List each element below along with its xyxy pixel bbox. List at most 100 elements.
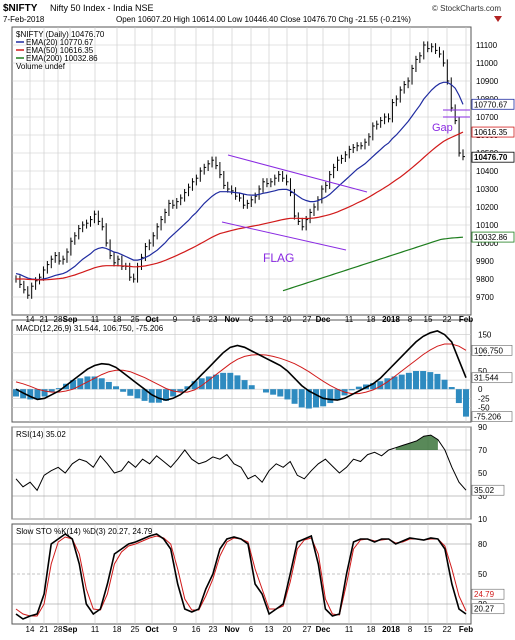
x-tick-label: 28: [54, 625, 63, 634]
price-tag: 10032.86: [474, 233, 508, 242]
ema50-line: [16, 131, 464, 281]
price-tick-label: 9800: [476, 275, 494, 284]
macd-histogram-bar: [84, 376, 91, 390]
x-tick-label: 11: [345, 625, 354, 634]
macd-histogram-bar: [441, 379, 448, 390]
x-tick-label: 16: [192, 315, 201, 324]
price-tick-label: 11000: [476, 59, 498, 68]
x-tick-label: 25: [131, 625, 140, 634]
macd-histogram-bar: [313, 389, 319, 408]
macd-histogram-bar: [234, 375, 241, 390]
macd-histogram-bar: [270, 389, 277, 395]
x-tick-label: 6: [249, 625, 254, 634]
macd-histogram-bar: [377, 381, 384, 390]
x-tick-label: 18: [113, 625, 122, 634]
flag-lower-line: [221, 221, 347, 251]
price-tick-label: 10200: [476, 203, 499, 212]
macd-histogram-bar: [98, 378, 105, 390]
x-tick-label: 14: [26, 315, 35, 324]
macd-histogram-bar: [163, 389, 169, 401]
x-tick-label: 18: [367, 625, 376, 634]
macd-histogram-bar: [177, 389, 184, 392]
macd-histogram-bar: [227, 372, 234, 390]
rsi-overbought-fill: [395, 435, 438, 450]
instrument-name: Nifty 50 Index - India NSE: [50, 3, 154, 13]
x-tick-label: Oct: [145, 315, 159, 324]
macd-signal-line: [15, 343, 467, 395]
x-tick-label: 8: [408, 625, 413, 634]
macd-histogram-bar: [13, 389, 19, 397]
x-tick-label: 23: [209, 625, 218, 634]
macd-title: MACD(12,26,9) 31.544, 106.750, -75.206: [16, 324, 164, 333]
x-tick-label: Feb: [459, 315, 473, 324]
x-tick-label: 20: [283, 625, 292, 634]
price-panel: [15, 41, 465, 299]
x-tick-label: 21: [40, 315, 49, 324]
macd-histogram-bar: [134, 389, 141, 399]
macd-tag-box: [471, 345, 513, 356]
x-tick-label: 20: [283, 315, 292, 324]
macd-histogram-bar: [427, 372, 434, 390]
price-tick-label: 10400: [476, 167, 499, 176]
macd-histogram-bar: [34, 389, 41, 400]
macd-panel: [13, 330, 469, 417]
macd-histogram-bar: [241, 380, 248, 390]
macd-tag: 31.544: [474, 374, 499, 383]
legend-ema200: EMA(200) 10032.86: [26, 54, 98, 63]
price-tag-box: [471, 98, 515, 110]
rsi-title: RSI(14) 35.02: [16, 430, 66, 439]
x-tick-label: 8: [408, 315, 413, 324]
brand: © StockCharts.com: [432, 4, 501, 13]
macd-histogram-bar: [413, 371, 419, 390]
macd-tag: -75.206: [474, 413, 502, 422]
price-tick-label: 10900: [476, 77, 499, 86]
x-tick-label: Sep: [63, 625, 78, 634]
macd-histogram-bar: [41, 389, 48, 397]
sto-title: Slow STO %K(14) %D(3) 20.27, 24.79: [16, 527, 153, 536]
x-tick-label: 2018: [382, 315, 400, 324]
flag-annotation: FLAG: [221, 154, 368, 265]
x-tick-label: 11: [345, 315, 354, 324]
x-tick-label: 13: [265, 315, 274, 324]
x-tick-label: 11: [91, 625, 100, 634]
x-tick-label: 22: [443, 315, 452, 324]
macd-histogram-bar: [148, 389, 155, 403]
gap-annotation: Gap: [432, 109, 470, 134]
macd-histogram-bar: [305, 389, 312, 409]
macd-histogram-bar: [77, 378, 84, 390]
macd-tick-label: 150: [478, 331, 492, 340]
gap-label: Gap: [432, 122, 453, 134]
x-tick-label: 2018: [382, 625, 400, 634]
triangle-down-icon[interactable]: [494, 16, 502, 22]
macd-histogram-bar: [91, 376, 98, 390]
macd-histogram-bar: [448, 387, 455, 390]
sto-tag-box: [471, 603, 505, 615]
flag-upper-line: [227, 154, 368, 193]
macd-histogram-bar: [105, 381, 112, 390]
macd-histogram-bar: [113, 386, 119, 390]
macd-histogram-bar: [298, 389, 305, 408]
price-tick-label: 9900: [476, 257, 494, 266]
macd-histogram-bar: [384, 378, 391, 390]
macd-histogram-bar: [277, 389, 284, 397]
macd-histogram-bar: [127, 389, 134, 396]
sto-tag-box: [471, 588, 505, 600]
price-tick-label: 10100: [476, 221, 499, 230]
macd-histogram-bar: [398, 374, 405, 390]
macd-tag-box: [471, 411, 513, 422]
sto-tag: 24.79: [474, 590, 495, 599]
x-tick-label: 15: [424, 625, 433, 634]
macd-histogram-bar: [334, 389, 341, 401]
flag-label: FLAG: [263, 251, 294, 265]
x-tick-label: 27: [303, 315, 312, 324]
rsi-tick-label: 10: [478, 515, 487, 524]
macd-histogram-bar: [155, 389, 162, 403]
x-tick-label: Oct: [145, 625, 159, 634]
x-tick-label: 16: [192, 625, 201, 634]
macd-histogram-bar: [463, 389, 469, 417]
price-tick-label: 9700: [476, 293, 494, 302]
ema20-line: [15, 81, 464, 281]
date: 7-Feb-2018: [3, 15, 45, 24]
